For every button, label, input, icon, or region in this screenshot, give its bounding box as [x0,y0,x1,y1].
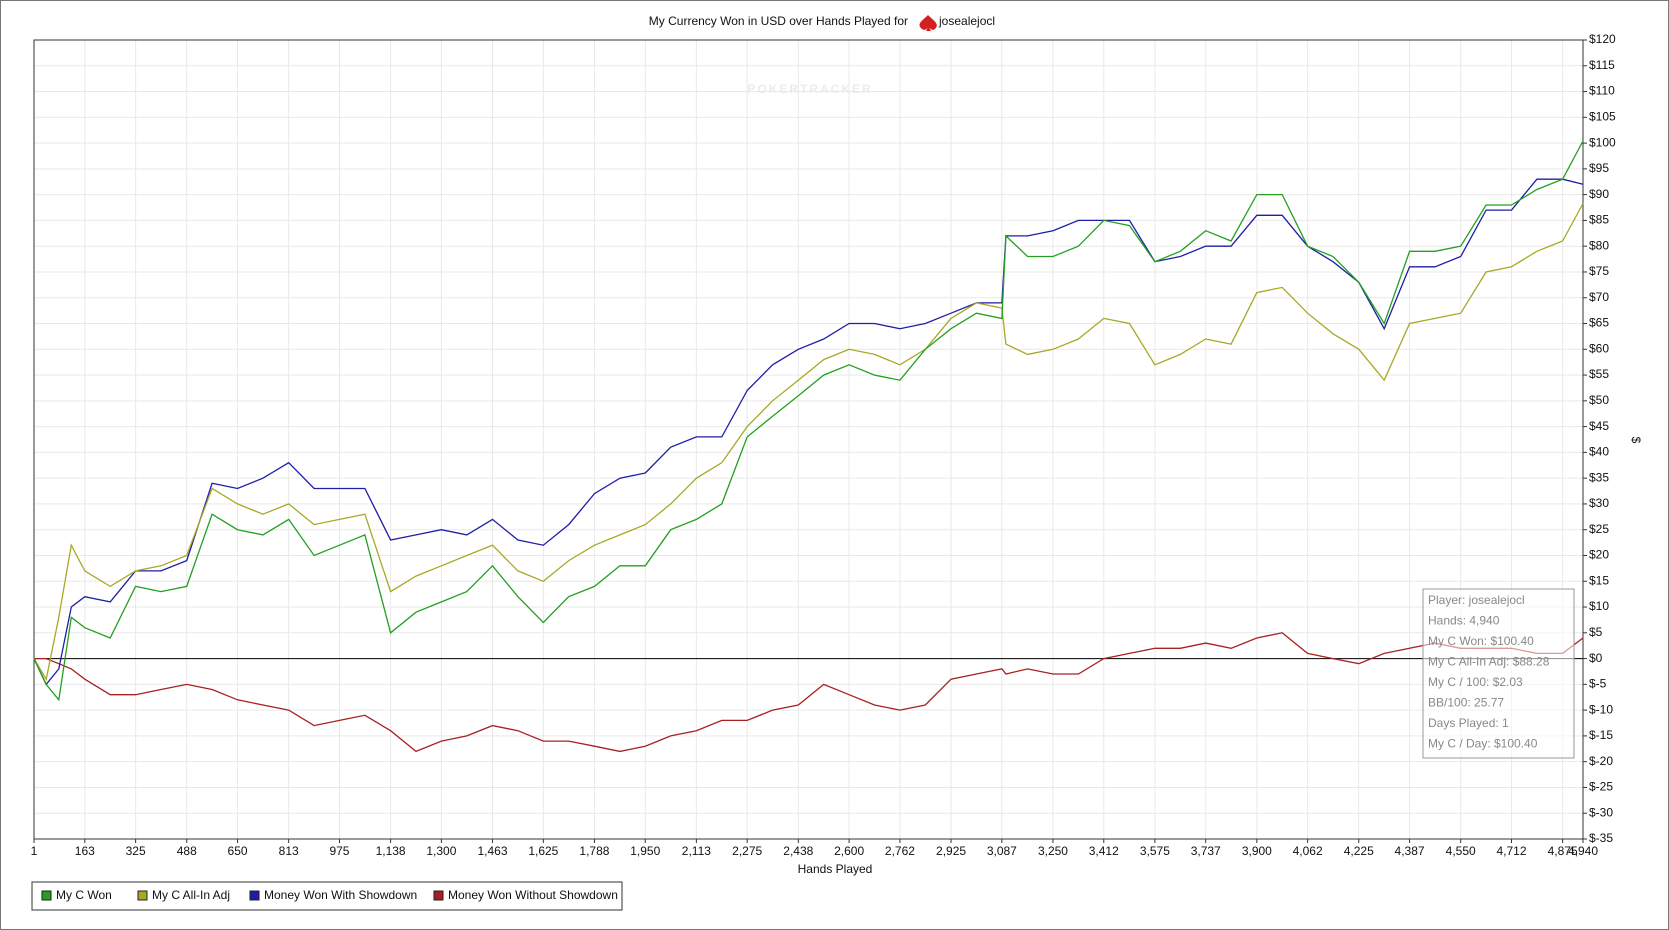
tooltip-line: My C / 100: $2.03 [1428,675,1523,689]
legend-swatch [137,890,148,901]
x-tick-label: 3,900 [1242,844,1272,858]
x-tick-label: 488 [177,844,197,858]
y-tick-label: $-20 [1589,754,1613,768]
x-tick-label: 1,300 [426,844,456,858]
x-tick-label: 1,788 [579,844,609,858]
y-tick-label: $85 [1589,213,1609,227]
tooltip-line: My C All-In Adj: $88.28 [1428,655,1550,669]
x-axis-label: Hands Played [798,862,873,876]
y-tick-label: $40 [1589,445,1609,459]
player-name: josealejocl [938,14,995,28]
y-tick-label: $-10 [1589,702,1613,716]
y-tick-label: $110 [1589,84,1615,98]
x-tick-label: 2,925 [936,844,966,858]
legend-label: Money Won Without Showdown [448,888,618,902]
series-line [33,140,1584,702]
x-tick-label: 2,113 [682,844,711,858]
legend-label: Money Won With Showdown [264,888,417,902]
x-tick-label: 3,575 [1140,844,1170,858]
series-line [34,632,1584,753]
tooltip-line: BB/100: 25.77 [1428,696,1504,710]
legend-box [31,881,623,911]
x-tick-label: 2,762 [885,844,915,858]
y-tick-label: $-5 [1589,677,1607,691]
x-tick-label: 650 [228,844,248,858]
y-tick-label: $25 [1589,522,1609,536]
y-tick-label: $65 [1589,316,1609,330]
x-tick-label: 2,600 [834,844,864,858]
x-tick-label: 4,062 [1293,844,1323,858]
watermark: POKERTRACKER [747,82,872,96]
plot-border [33,39,1584,840]
y-tick-label: $105 [1589,109,1616,123]
series-line [33,178,1584,686]
x-tick-label: 1,625 [528,844,558,858]
y-tick-label: $30 [1589,496,1609,510]
y-tick-label: $20 [1589,548,1609,562]
y-tick-label: $90 [1589,187,1609,201]
x-tick-label: 3,412 [1089,844,1119,858]
y-tick-label: $95 [1589,161,1609,175]
y-tick-label: $115 [1589,58,1615,72]
legend: My C Won My C All-In Adj Money Won With Sh… [31,881,623,911]
x-tick-label: 1,463 [478,844,508,858]
x-tick-label: 4,225 [1344,844,1374,858]
chart-title: My Currency Won in USD over Hands Played… [649,14,908,28]
y-tick-label: $10 [1589,599,1609,613]
series-line [33,203,1584,681]
y-tick-label: $-35 [1589,831,1613,845]
y-tick-label: $15 [1589,573,1609,587]
legend-swatch [41,890,52,901]
player-icon [919,15,937,31]
x-tick-label: 975 [329,844,349,858]
tooltip-line: My C / Day: $100.40 [1428,737,1538,751]
x-tick-label: 4,387 [1395,844,1425,858]
y-tick-label: $50 [1589,393,1609,407]
tooltip-line: Hands: 4,940 [1428,614,1500,628]
y-tick-label: $55 [1589,367,1609,381]
legend-swatch [249,890,260,901]
tooltip-line: Player: josealejocl [1428,593,1525,607]
y-tick-label: $0 [1589,651,1603,665]
y-tick-label: $100 [1589,135,1616,149]
y-tick-label: $-15 [1589,728,1613,742]
legend-label: My C Won [56,888,112,902]
tooltip-line: My C Won: $100.40 [1428,634,1534,648]
x-tick-label: 4,712 [1496,844,1526,858]
y-tick-label: $35 [1589,470,1609,484]
y-tick-label: $-30 [1589,805,1613,819]
y-tick-label: $120 [1589,32,1616,46]
tooltip-line: Days Played: 1 [1428,716,1509,730]
y-tick-label: $5 [1589,625,1603,639]
x-tick-label: 3,250 [1038,844,1068,858]
tooltip-box [1422,588,1575,759]
y-tick-label: $45 [1589,419,1609,433]
x-tick-label: 813 [279,844,299,858]
y-tick-label: $75 [1589,264,1609,278]
x-tick-label: 163 [75,844,95,858]
x-tick-label: 2,438 [783,844,813,858]
tooltip: Player: josealejocl Hands: 4,940 My C Won:… [1422,588,1575,759]
x-tick-label: 325 [126,844,146,858]
y-tick-label: $60 [1589,341,1609,355]
x-tick-label: 1,950 [630,844,660,858]
y-tick-label: $80 [1589,238,1609,252]
y-axis-label: $ [1629,437,1643,444]
x-tick-label: 4,550 [1446,844,1476,858]
y-tick-label: $-25 [1589,780,1613,794]
legend-label: My C All-In Adj [152,888,230,902]
x-tick-label: 3,737 [1191,844,1221,858]
legend-swatch [433,890,444,901]
x-tick-label: 4,940 [1568,844,1598,858]
x-tick-label: 1 [31,844,38,858]
x-tick-label: 4,875 [1548,844,1578,858]
x-tick-label: 3,087 [987,844,1017,858]
x-tick-label: 1,138 [376,844,406,858]
y-tick-label: $70 [1589,290,1609,304]
x-tick-label: 2,275 [732,844,762,858]
